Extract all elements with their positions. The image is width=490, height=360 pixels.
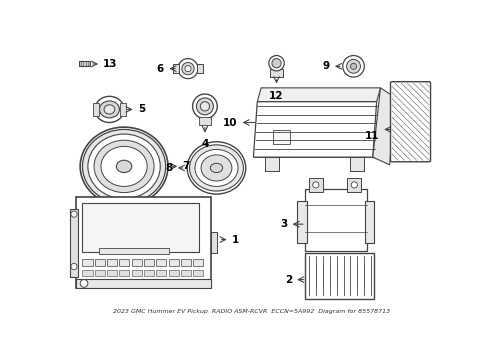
FancyBboxPatch shape bbox=[144, 270, 154, 276]
FancyBboxPatch shape bbox=[350, 157, 364, 171]
Text: 5: 5 bbox=[138, 104, 145, 114]
FancyBboxPatch shape bbox=[199, 117, 211, 125]
FancyBboxPatch shape bbox=[107, 270, 117, 276]
FancyBboxPatch shape bbox=[391, 82, 431, 162]
Circle shape bbox=[193, 94, 217, 119]
Circle shape bbox=[346, 59, 361, 73]
Polygon shape bbox=[257, 88, 381, 102]
Ellipse shape bbox=[187, 142, 245, 194]
Circle shape bbox=[196, 98, 213, 115]
FancyBboxPatch shape bbox=[76, 279, 211, 288]
Circle shape bbox=[178, 59, 198, 78]
Circle shape bbox=[200, 102, 210, 111]
Text: 7: 7 bbox=[183, 161, 190, 171]
FancyBboxPatch shape bbox=[305, 189, 367, 251]
Ellipse shape bbox=[82, 130, 166, 203]
Ellipse shape bbox=[94, 140, 154, 193]
Text: 13: 13 bbox=[103, 59, 118, 69]
Circle shape bbox=[272, 59, 281, 68]
FancyBboxPatch shape bbox=[93, 103, 98, 116]
Circle shape bbox=[351, 182, 357, 188]
Text: 12: 12 bbox=[270, 91, 284, 101]
Text: 3: 3 bbox=[280, 219, 287, 229]
FancyBboxPatch shape bbox=[273, 130, 290, 144]
FancyBboxPatch shape bbox=[309, 178, 323, 192]
Circle shape bbox=[71, 264, 77, 270]
FancyBboxPatch shape bbox=[79, 61, 90, 66]
Circle shape bbox=[80, 280, 88, 287]
FancyBboxPatch shape bbox=[120, 259, 129, 266]
FancyBboxPatch shape bbox=[211, 232, 217, 253]
Ellipse shape bbox=[117, 160, 132, 172]
Text: 11: 11 bbox=[365, 131, 379, 141]
Ellipse shape bbox=[101, 147, 147, 186]
FancyBboxPatch shape bbox=[95, 259, 105, 266]
FancyBboxPatch shape bbox=[305, 253, 374, 299]
FancyBboxPatch shape bbox=[132, 270, 142, 276]
Text: 10: 10 bbox=[223, 117, 237, 127]
FancyBboxPatch shape bbox=[270, 69, 283, 77]
FancyBboxPatch shape bbox=[156, 270, 167, 276]
Ellipse shape bbox=[80, 127, 168, 206]
FancyBboxPatch shape bbox=[132, 259, 142, 266]
Ellipse shape bbox=[104, 105, 115, 114]
Ellipse shape bbox=[95, 96, 124, 122]
Polygon shape bbox=[253, 102, 377, 157]
Text: 2: 2 bbox=[285, 275, 292, 285]
FancyBboxPatch shape bbox=[265, 157, 279, 171]
Text: 4: 4 bbox=[201, 139, 209, 149]
FancyBboxPatch shape bbox=[297, 201, 307, 243]
FancyBboxPatch shape bbox=[120, 103, 126, 116]
FancyBboxPatch shape bbox=[70, 209, 78, 276]
FancyBboxPatch shape bbox=[181, 259, 191, 266]
FancyBboxPatch shape bbox=[181, 270, 191, 276]
Circle shape bbox=[343, 55, 365, 77]
Text: 1: 1 bbox=[232, 235, 239, 244]
FancyBboxPatch shape bbox=[144, 259, 154, 266]
Text: 9: 9 bbox=[322, 61, 330, 71]
FancyBboxPatch shape bbox=[169, 259, 179, 266]
Ellipse shape bbox=[201, 155, 232, 181]
Ellipse shape bbox=[195, 149, 238, 186]
Circle shape bbox=[313, 182, 319, 188]
FancyBboxPatch shape bbox=[82, 203, 199, 252]
FancyBboxPatch shape bbox=[120, 270, 129, 276]
FancyBboxPatch shape bbox=[99, 248, 169, 254]
Ellipse shape bbox=[190, 145, 244, 191]
Text: 6: 6 bbox=[157, 64, 164, 73]
Text: 8: 8 bbox=[165, 163, 172, 173]
FancyBboxPatch shape bbox=[365, 201, 374, 243]
FancyBboxPatch shape bbox=[76, 197, 211, 288]
FancyBboxPatch shape bbox=[82, 259, 93, 266]
FancyBboxPatch shape bbox=[95, 270, 105, 276]
Ellipse shape bbox=[210, 163, 222, 172]
FancyBboxPatch shape bbox=[107, 259, 117, 266]
FancyBboxPatch shape bbox=[194, 270, 203, 276]
FancyBboxPatch shape bbox=[197, 64, 203, 73]
Text: 2023 GMC Hummer EV Pickup  RADIO ASM-RCVR  ECCN=5A992  Diagram for 85578713: 2023 GMC Hummer EV Pickup RADIO ASM-RCVR… bbox=[113, 309, 390, 314]
Circle shape bbox=[185, 66, 191, 72]
FancyBboxPatch shape bbox=[156, 259, 167, 266]
FancyBboxPatch shape bbox=[82, 270, 93, 276]
Ellipse shape bbox=[99, 101, 120, 118]
FancyBboxPatch shape bbox=[172, 64, 179, 73]
Circle shape bbox=[182, 62, 194, 75]
FancyBboxPatch shape bbox=[169, 270, 179, 276]
FancyBboxPatch shape bbox=[347, 178, 361, 192]
Polygon shape bbox=[373, 88, 394, 165]
Circle shape bbox=[269, 55, 284, 71]
Ellipse shape bbox=[88, 134, 160, 199]
Circle shape bbox=[71, 211, 77, 217]
Circle shape bbox=[350, 63, 357, 69]
FancyBboxPatch shape bbox=[194, 259, 203, 266]
